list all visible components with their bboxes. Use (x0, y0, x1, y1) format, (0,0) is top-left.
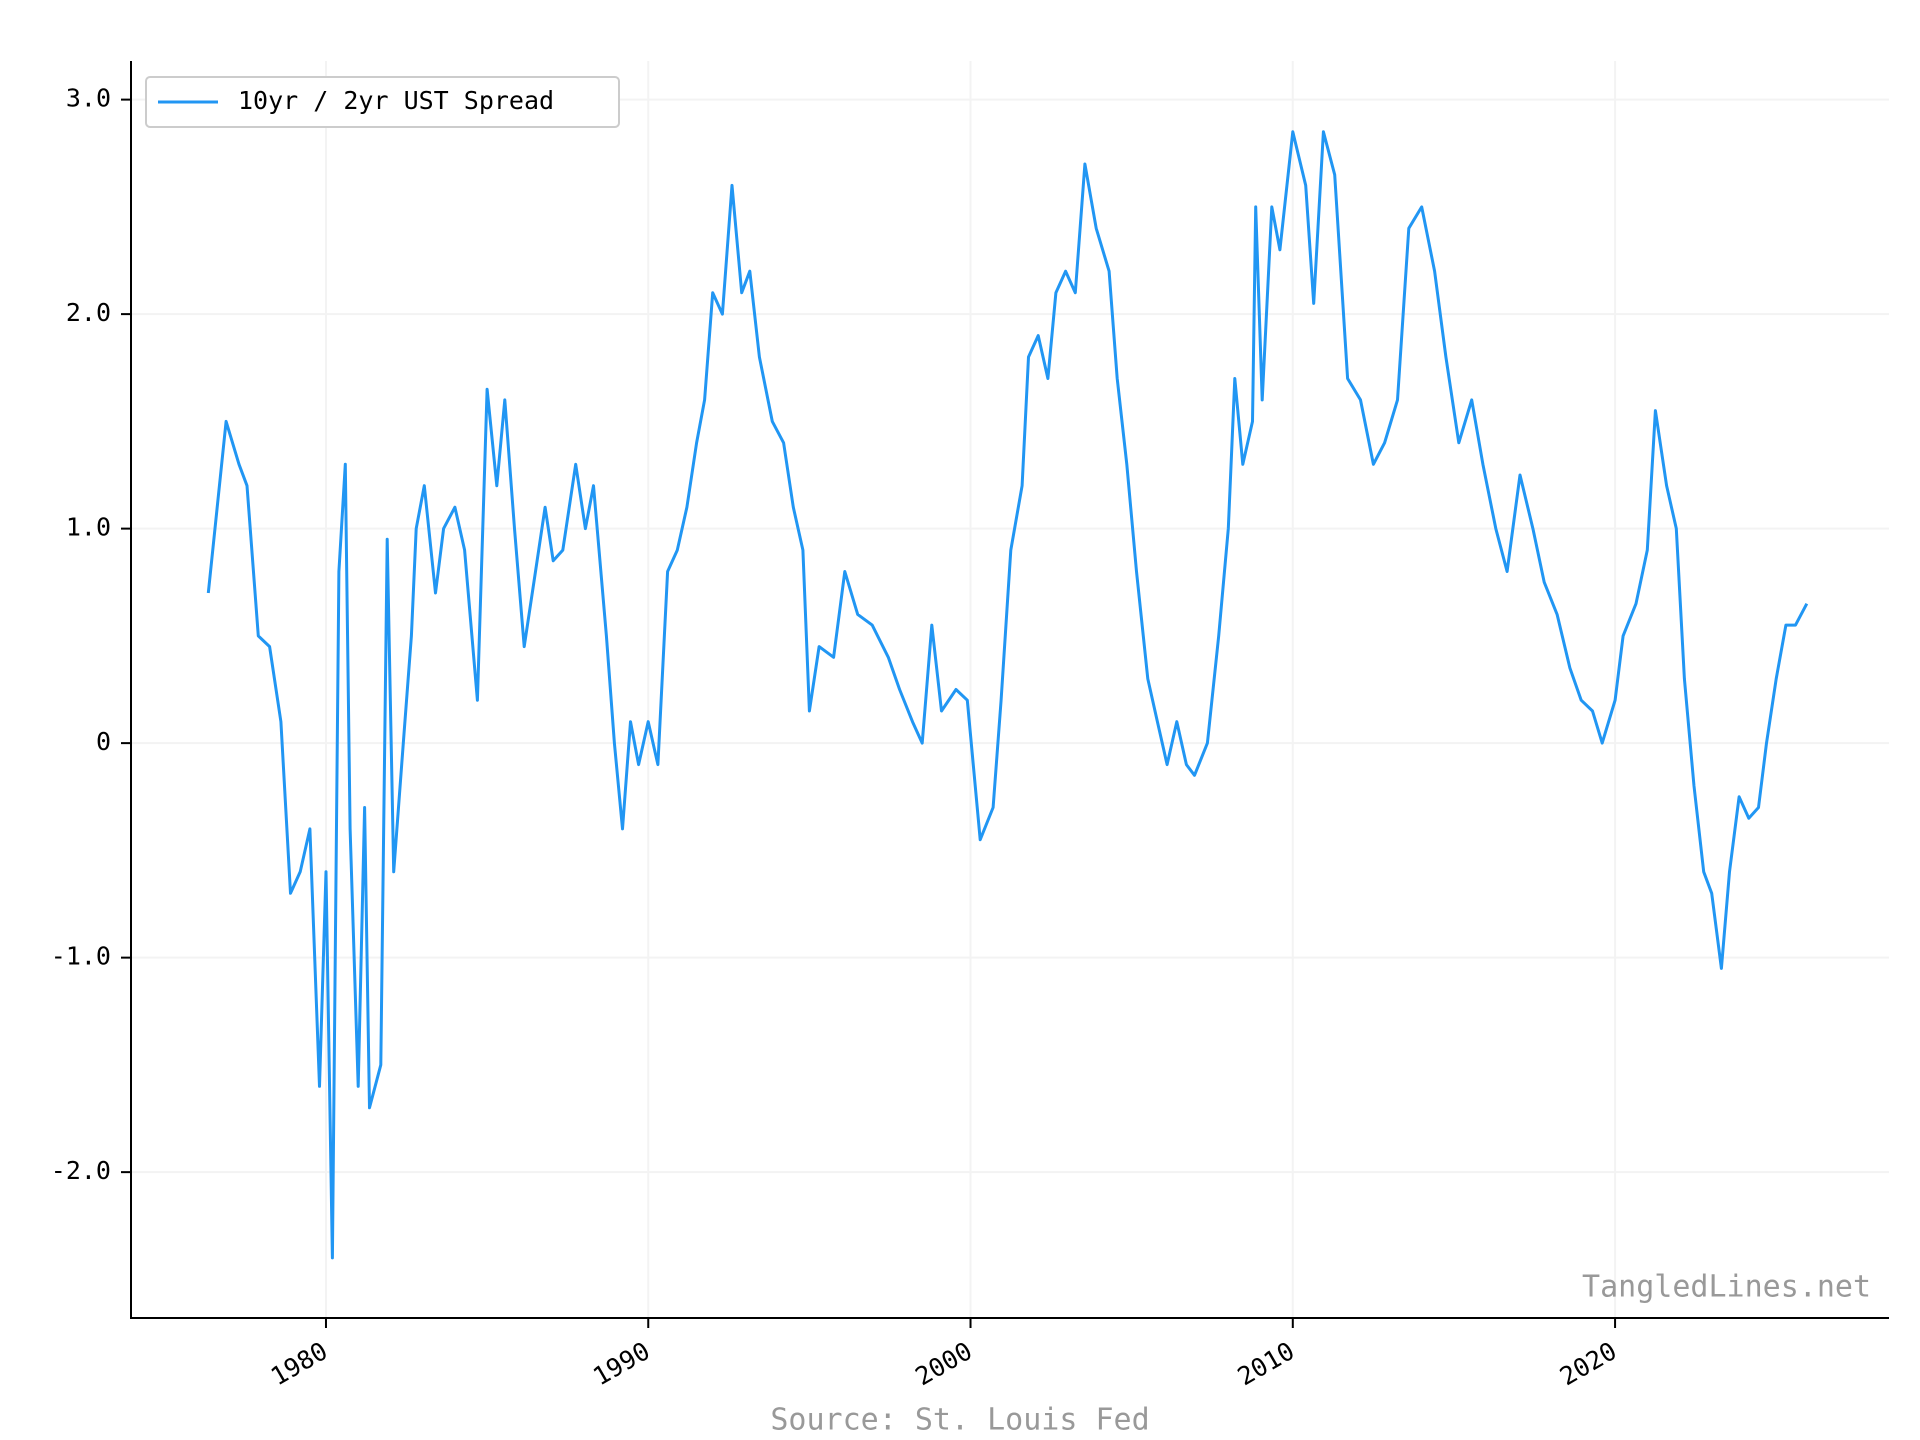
data-line (206, 130, 1809, 1260)
x-tick-label: 2010 (1233, 1336, 1300, 1391)
source: Source: St. Louis Fed (770, 1403, 1149, 1438)
y-tick-label: 1.0 (66, 513, 111, 542)
y-tick-label: 3.0 (66, 84, 111, 113)
x-tick-label: 1990 (588, 1336, 655, 1391)
y-tick-label: 2.0 (66, 298, 111, 327)
y-tick-label: 0 (96, 727, 111, 756)
watermark: TangledLines.net (1582, 1270, 1871, 1305)
x-tick-label: 2000 (910, 1336, 977, 1391)
y-tick-label: -1.0 (51, 942, 111, 971)
legend-label: 10yr / 2yr UST Spread (238, 86, 554, 115)
y-tick-label: -2.0 (51, 1156, 111, 1185)
x-tick-label: 1980 (266, 1336, 333, 1391)
legend-box (145, 76, 620, 128)
x-tick-label: 2020 (1555, 1336, 1622, 1391)
